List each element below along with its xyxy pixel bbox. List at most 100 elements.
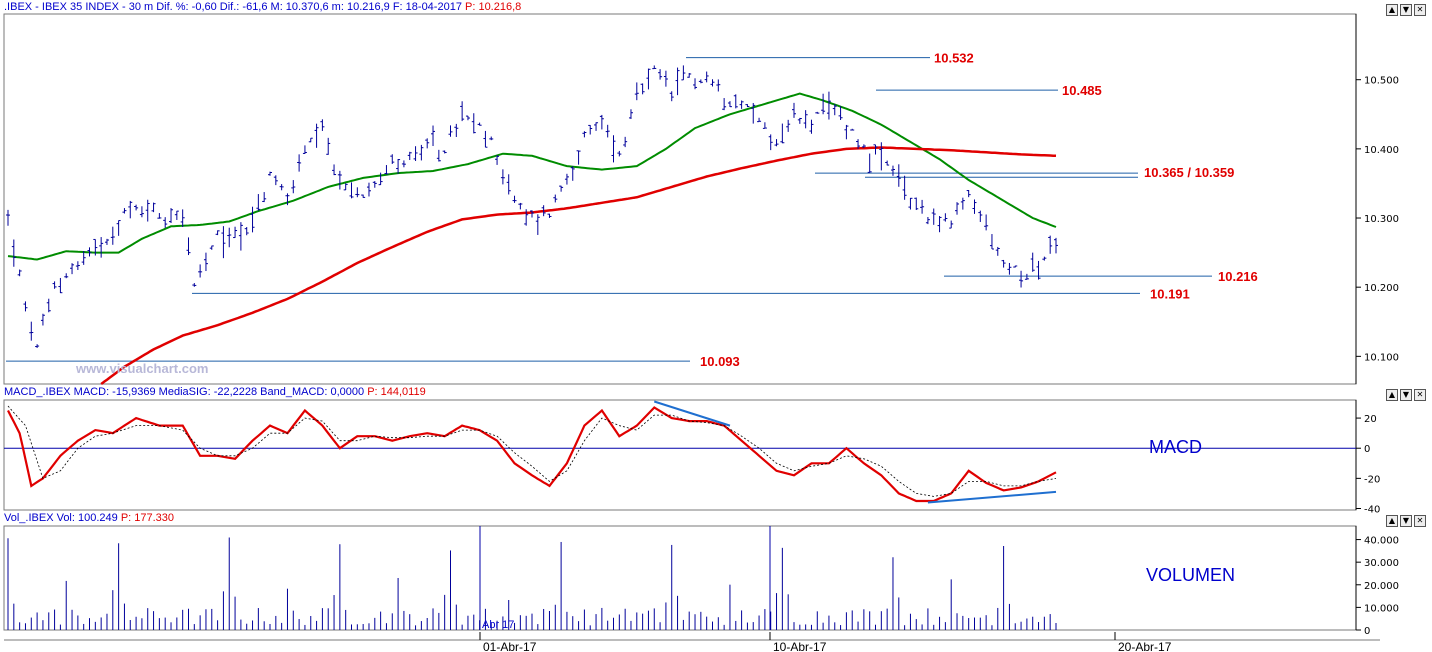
ohlc-bar: [722, 98, 727, 111]
macd-lines: [4, 400, 1356, 504]
vol-title-text: Vol_.IBEX Vol: 100.249: [4, 512, 118, 524]
ohlc-bar: [704, 71, 709, 83]
support-resistance-lines: 10.532 10.485 10.365 / 10.359 10.216 10.191 1…: [6, 51, 1258, 369]
ohlc-bar: [821, 93, 826, 115]
ohlc-bar: [116, 220, 121, 236]
ohlc-bar: [512, 195, 517, 203]
ohlc-bar: [93, 238, 98, 256]
ohlc-bar: [617, 150, 622, 157]
price-scroll-down-button[interactable]: ▼: [1400, 4, 1412, 16]
ohlc-bar: [87, 247, 92, 257]
price-panel-title: .IBEX - IBEX 35 INDEX - 30 m Dif. %: -0,…: [4, 1, 521, 13]
ohlc-bar: [780, 123, 785, 144]
ohlc-bar: [931, 208, 936, 225]
ohlc-bar: [611, 135, 616, 163]
volume-scroll-down-button[interactable]: ▼: [1400, 515, 1412, 527]
price-y-tick-label: 10.300: [1364, 214, 1399, 225]
ohlc-bar: [308, 137, 313, 143]
x-tick-label: 20-Abr-17: [1118, 640, 1172, 652]
ohlc-bar: [530, 210, 534, 218]
ohlc-bar: [599, 114, 604, 130]
ohlc-bar: [425, 138, 430, 149]
volume-close-button[interactable]: ✕: [1414, 515, 1426, 527]
ohlc-bar: [815, 111, 820, 114]
ohlc-bar: [23, 301, 28, 312]
ohlc-bar: [250, 206, 255, 233]
ohlc-bar: [506, 174, 511, 195]
ohlc-bar: [285, 193, 290, 206]
ohlc-bar: [978, 210, 983, 222]
ohlc-bar: [576, 150, 581, 165]
ohlc-bar: [384, 165, 389, 175]
ohlc-bar: [460, 101, 465, 122]
macd-scroll-down-button[interactable]: ▼: [1400, 389, 1412, 401]
macd-close-button[interactable]: ✕: [1414, 389, 1426, 401]
ohlc-bar: [6, 209, 10, 226]
ohlc-bar: [349, 182, 354, 199]
ohlc-bar: [867, 153, 872, 173]
ohlc-bar: [861, 144, 866, 148]
ohlc-bar: [268, 171, 272, 176]
ohlc-bar: [215, 230, 220, 236]
ohlc-bar: [366, 182, 371, 197]
price-scroll-up-button[interactable]: ▲: [1386, 4, 1398, 16]
macd-scroll-up-button[interactable]: ▲: [1386, 389, 1398, 401]
ohlc-bar: [1030, 252, 1035, 272]
ohlc-bar: [238, 222, 243, 251]
ohlc-bar: [273, 175, 278, 186]
price-close-button[interactable]: ✕: [1414, 4, 1426, 16]
ohlc-bar: [40, 313, 45, 326]
ohlc-bar: [104, 238, 109, 245]
ohlc-bar: [355, 187, 360, 198]
red-moving-average: [100, 146, 1057, 385]
ohlc-bar: [687, 73, 692, 78]
ohlc-bar: [262, 192, 267, 203]
ohlc-bar: [297, 154, 302, 172]
x-axis-annotation: Abr 17: [482, 619, 514, 631]
ohlc-bar: [436, 149, 441, 162]
ohlc-bar: [844, 124, 849, 140]
ohlc-bar: [192, 283, 197, 287]
ohlc-bar: [134, 204, 139, 211]
ohlc-bar: [547, 213, 552, 218]
ohlc-bar: [535, 214, 540, 235]
ohlc-bar: [960, 197, 965, 210]
ohlc-bar: [58, 277, 63, 294]
ohlc-bar: [151, 202, 156, 213]
ohlc-bar: [378, 172, 383, 186]
ohlc-bar: [832, 104, 837, 116]
ohlc-bar: [448, 125, 453, 137]
ohlc-bar: [75, 261, 80, 270]
ohlc-bar: [757, 117, 762, 123]
ohlc-bar: [70, 263, 75, 275]
ohlc-bar: [471, 113, 476, 134]
ohlc-bar: [809, 119, 814, 134]
ohlc-bar: [186, 237, 191, 256]
ohlc-bar: [302, 145, 307, 154]
ohlc-bar: [372, 181, 377, 188]
ohlc-bar: [99, 237, 104, 258]
ohlc-bar: [885, 160, 890, 166]
ohlc-bar: [658, 69, 663, 80]
ohlc-bar: [477, 122, 482, 126]
ohlc-bar: [11, 239, 16, 267]
ohlc-bar: [890, 165, 895, 176]
level-label: 10.191: [1150, 286, 1190, 301]
ohlc-bar: [17, 269, 22, 277]
ohlc-bar: [407, 151, 412, 161]
ohlc-bar: [110, 226, 115, 245]
ohlc-bar: [797, 117, 802, 124]
ohlc-bar: [174, 210, 179, 220]
volume-scroll-up-button[interactable]: ▲: [1386, 515, 1398, 527]
volume-y-tick-label: 40.000: [1364, 536, 1399, 547]
volume-y-tick-label: 30.000: [1364, 558, 1399, 569]
ohlc-bar: [675, 67, 680, 96]
x-tick-label: 01-Abr-17: [483, 640, 537, 652]
watermark: www.visualchart.com: [76, 361, 209, 376]
price-y-tick-label: 10.200: [1364, 283, 1399, 294]
ohlc-bar: [710, 79, 715, 87]
ohlc-bar: [920, 199, 925, 214]
ohlc-bar: [337, 170, 342, 190]
ohlc-bar: [786, 119, 791, 132]
ohlc-bar: [634, 82, 639, 101]
